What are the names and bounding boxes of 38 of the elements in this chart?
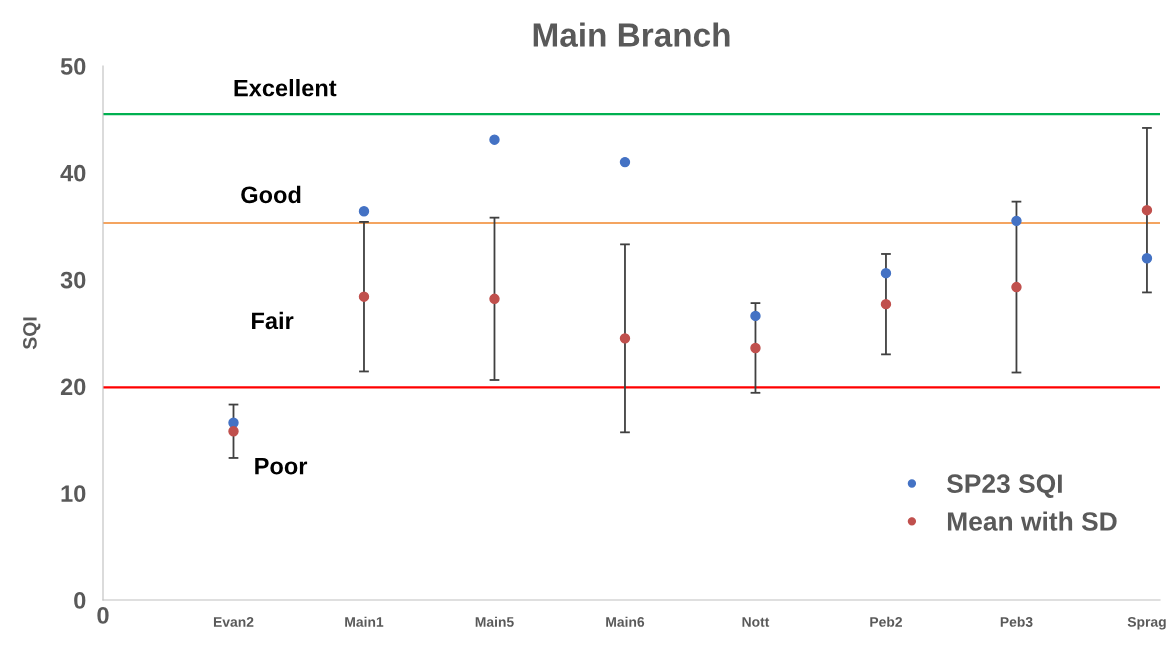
annotation: Poor [255, 457, 308, 475]
point [228, 426, 239, 437]
point [489, 293, 500, 305]
annotation: Good [241, 185, 301, 204]
point [1141, 253, 1153, 264]
y-tick-label: 10 [61, 485, 86, 502]
y-tick-label: 40 [60, 164, 86, 182]
point [489, 134, 500, 145]
point [619, 156, 631, 168]
point [880, 298, 892, 310]
x-tick-label: Main6 [606, 616, 645, 627]
x-tick-label: Nott [742, 617, 770, 627]
x-tick-label: Evan2 [213, 617, 254, 627]
point [1141, 204, 1153, 216]
point [1011, 215, 1022, 227]
annotation: Excellent [234, 79, 337, 97]
y-tick-label: 0 [74, 592, 86, 609]
point [880, 267, 892, 279]
y-axis-title: SQI [23, 317, 41, 350]
point [750, 310, 761, 322]
x-tick-label: Main5 [475, 616, 514, 627]
point [1011, 281, 1022, 293]
point [750, 342, 761, 354]
x-tick-label: Main1 [345, 616, 384, 627]
x-tick-label: Peb3 [1000, 616, 1033, 627]
legend-label: Mean with SD [947, 511, 1117, 531]
x-tick-label: Peb2 [870, 616, 903, 627]
text: 0 [97, 607, 109, 624]
x-tick-label: Sprag [1127, 616, 1166, 630]
annotation: Fair [252, 311, 294, 330]
point [358, 291, 370, 302]
point [619, 333, 631, 344]
chart-title: Main Branch [533, 22, 730, 47]
y-tick-label: 20 [60, 378, 86, 396]
legend-label: SP23 SQI [946, 474, 1062, 498]
point [358, 206, 370, 217]
y-tick-label: 30 [60, 271, 86, 289]
y-tick-label: 50 [60, 58, 86, 75]
